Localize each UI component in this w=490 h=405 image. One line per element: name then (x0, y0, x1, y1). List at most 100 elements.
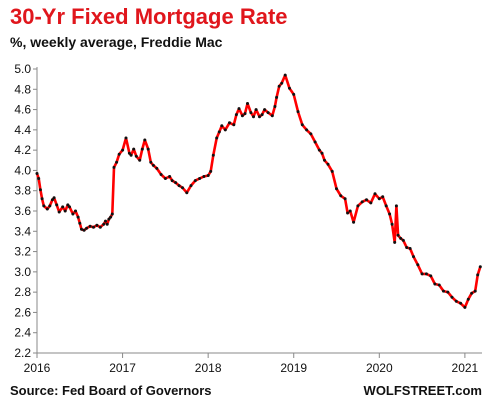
data-point (258, 115, 261, 119)
data-point (323, 158, 326, 162)
data-point (416, 263, 420, 267)
data-point (115, 160, 119, 164)
y-tick-label: 4.6 (14, 103, 31, 117)
data-point (132, 147, 136, 151)
data-point (215, 136, 219, 140)
data-point (206, 174, 210, 177)
data-point (243, 112, 247, 116)
data-point (249, 111, 253, 115)
y-tick-label: 3.0 (14, 265, 31, 279)
data-point (252, 115, 255, 119)
data-point (446, 290, 450, 294)
data-point (478, 265, 482, 269)
data-point (76, 215, 80, 219)
x-tick-label: 2020 (366, 361, 393, 375)
x-tick-label: 2021 (452, 361, 479, 375)
data-point (181, 186, 184, 190)
data-point (476, 273, 480, 277)
data-point (151, 163, 155, 167)
data-point (78, 221, 82, 225)
data-point (88, 224, 92, 228)
data-point (127, 151, 131, 155)
data-point (292, 92, 296, 96)
x-axis: 2016 2017 2018 2019 2020 2021 (24, 352, 482, 375)
data-point (45, 207, 49, 211)
data-point (57, 210, 61, 214)
data-point (343, 197, 347, 201)
data-point (384, 204, 388, 208)
data-point (352, 220, 356, 224)
data-point (246, 102, 249, 105)
data-point (283, 73, 287, 77)
data-point (309, 132, 313, 136)
data-point (401, 238, 405, 242)
data-point (48, 204, 52, 208)
data-point (437, 283, 441, 287)
data-point (429, 274, 433, 278)
data-point (390, 222, 394, 226)
data-point (159, 173, 163, 176)
data-point (369, 201, 373, 205)
data-point (220, 124, 224, 128)
data-point (473, 289, 477, 293)
data-point (420, 272, 424, 276)
data-point (393, 240, 397, 244)
data-point (275, 95, 279, 99)
data-point (102, 222, 106, 226)
data-point (117, 152, 121, 156)
data-point (305, 128, 309, 132)
data-point (198, 177, 202, 180)
y-tick-label: 2.2 (14, 346, 31, 360)
data-point (412, 255, 415, 259)
data-point (61, 205, 65, 209)
data-point (98, 225, 102, 229)
y-tick-label: 3.8 (14, 184, 31, 198)
data-point (450, 295, 454, 299)
data-point (104, 219, 107, 223)
data-point (346, 211, 350, 215)
data-point (63, 209, 67, 213)
data-point (360, 200, 364, 204)
data-point (296, 110, 300, 114)
series-layer (35, 73, 482, 309)
data-point (260, 113, 264, 117)
data-point (92, 225, 95, 229)
data-point (288, 86, 291, 90)
data-point (193, 179, 197, 183)
data-point (266, 111, 270, 115)
data-point (254, 108, 258, 112)
data-point (52, 196, 56, 200)
data-point (223, 128, 227, 132)
source-note: Source: Fed Board of Governors (10, 383, 212, 398)
data-point (424, 272, 428, 276)
data-point (109, 215, 113, 219)
data-point (129, 153, 133, 157)
data-point (95, 223, 99, 227)
data-point (124, 136, 128, 140)
data-point (454, 299, 458, 303)
data-point (240, 114, 244, 118)
data-point (50, 198, 54, 202)
data-point (399, 236, 403, 240)
data-point (121, 148, 125, 152)
data-point (433, 282, 437, 286)
data-point (149, 160, 153, 164)
data-point (330, 169, 334, 173)
data-point (202, 175, 206, 178)
data-point (74, 209, 77, 213)
data-point (273, 105, 277, 108)
data-point (189, 184, 193, 188)
data-point (470, 291, 474, 295)
brand-label: WOLFSTREET.com (363, 383, 482, 398)
data-point (277, 84, 281, 88)
data-point (85, 226, 89, 230)
data-point (335, 187, 338, 191)
data-point (381, 195, 385, 199)
data-point (405, 246, 409, 249)
data-point (280, 81, 284, 85)
data-point (155, 166, 159, 170)
data-point (112, 165, 116, 169)
x-tick-label: 2016 (24, 361, 51, 375)
data-point (300, 123, 304, 127)
